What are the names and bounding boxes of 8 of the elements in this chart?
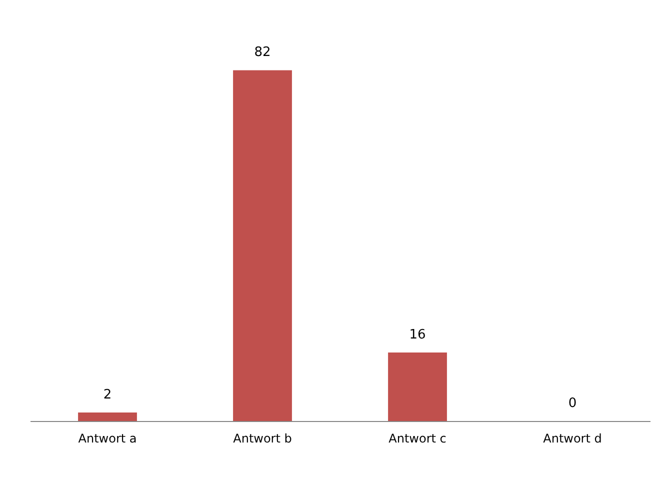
data-label: 16: [409, 328, 426, 343]
x-tick-label: Antwort c: [388, 432, 446, 446]
data-label: 82: [254, 45, 271, 60]
x-tick-label: Antwort a: [78, 432, 137, 446]
x-tick-label: Antwort d: [543, 432, 602, 446]
x-tick-label: Antwort b: [233, 432, 292, 446]
data-label: 2: [103, 387, 112, 402]
data-label: 0: [568, 396, 577, 411]
